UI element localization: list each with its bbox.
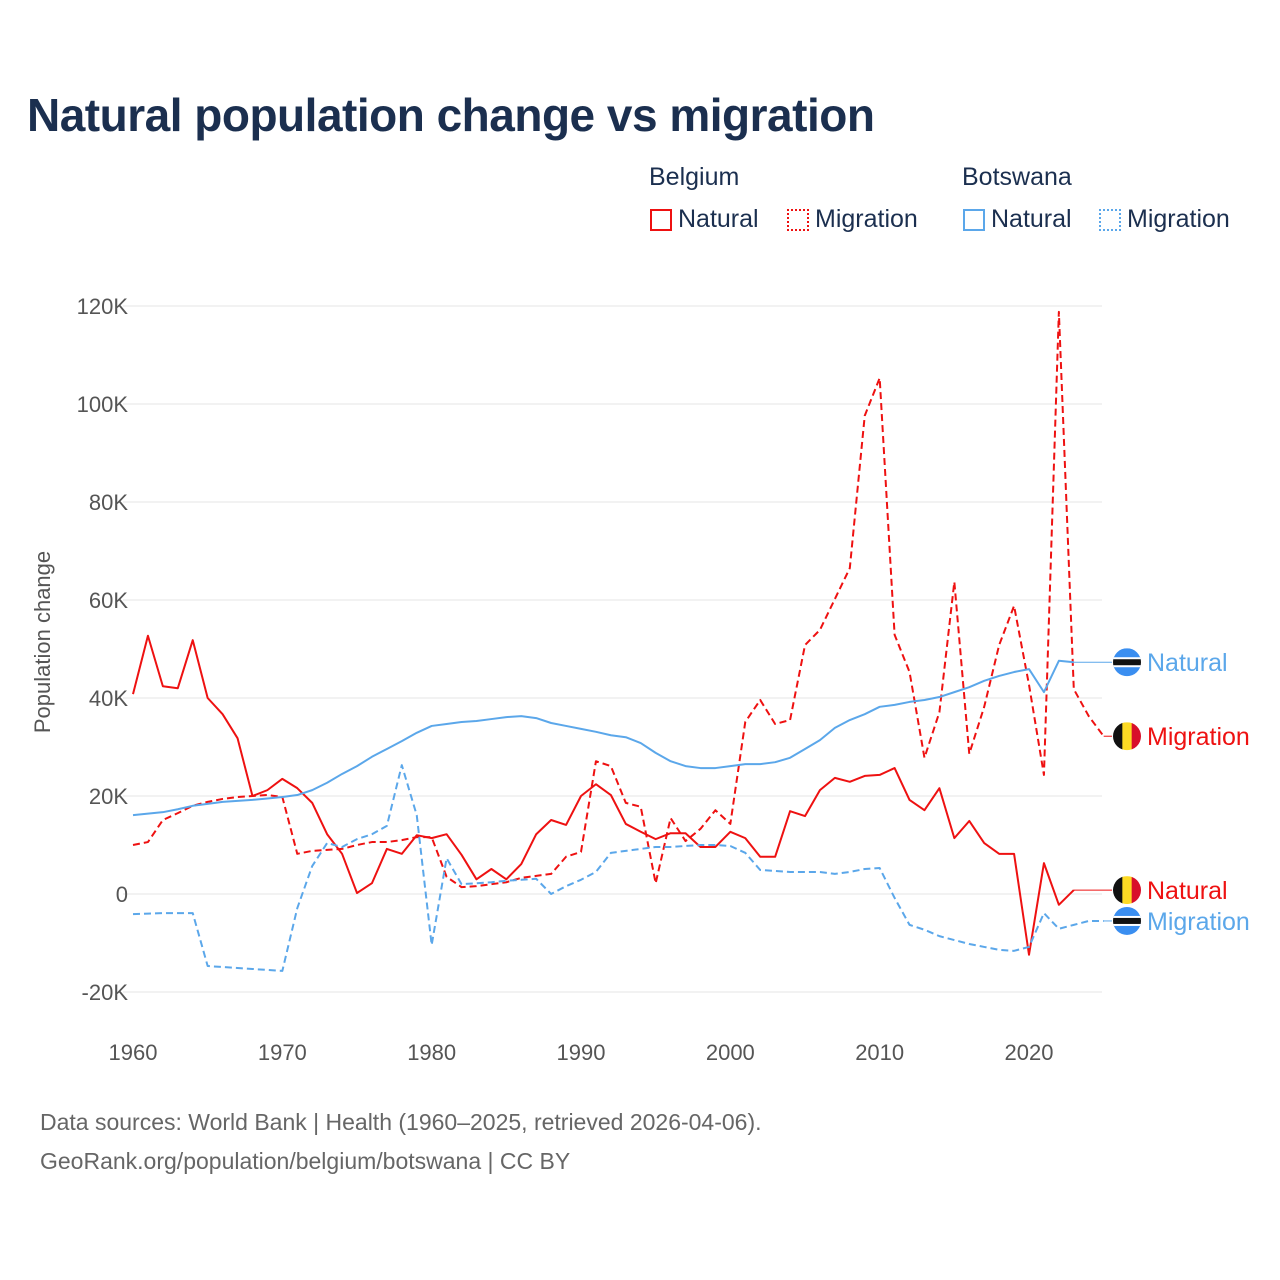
solid-line-swatch-icon: [963, 208, 985, 231]
y-tick-label: 40K: [89, 686, 128, 711]
legend-label: Natural: [678, 205, 759, 233]
y-axis-label: Population change: [30, 551, 55, 733]
solid-line-swatch-icon: [650, 208, 672, 231]
legend-botswana-migration[interactable]: Migration: [1099, 205, 1230, 234]
dashed-line-swatch-icon: [1099, 208, 1121, 231]
y-tick-label: 60K: [89, 588, 128, 613]
series-line-botswana-natural: [132, 659, 1074, 817]
series-end-label: Natural: [1147, 649, 1228, 677]
legend-label: Natural: [991, 205, 1072, 233]
series-line-belgium-migration: [132, 310, 1105, 889]
belgium-flag-icon: [1113, 876, 1141, 905]
legend-botswana-natural[interactable]: Natural: [963, 205, 1072, 234]
dashed-line-swatch-icon: [787, 208, 809, 231]
series-line-botswana-migration: [132, 764, 1104, 972]
x-tick-label: 1980: [407, 1040, 456, 1065]
series-end-label: Migration: [1147, 908, 1250, 936]
legend-label: Migration: [1127, 205, 1230, 233]
legend-group-belgium: Belgium: [649, 163, 740, 191]
chart-title: Natural population change vs migration: [27, 89, 875, 141]
series-end-label: Migration: [1147, 723, 1250, 751]
x-tick-label: 2020: [1005, 1040, 1054, 1065]
series-end-label: Natural: [1147, 877, 1228, 905]
x-tick-label: 1990: [557, 1040, 606, 1065]
legend-label: Migration: [815, 205, 918, 233]
x-tick-label: 1960: [109, 1040, 158, 1065]
y-tick-label: -20K: [82, 980, 129, 1005]
botswana-flag-icon: [1113, 648, 1141, 677]
source-line-1: Data sources: World Bank | Health (1960–…: [40, 1109, 762, 1135]
y-tick-label: 0: [116, 882, 128, 907]
series-line-belgium-natural: [132, 634, 1075, 956]
legend-belgium-natural[interactable]: Natural: [650, 205, 759, 234]
legend-group-botswana: Botswana: [962, 163, 1072, 191]
y-tick-label: 100K: [77, 392, 129, 417]
y-tick-label: 20K: [89, 784, 128, 809]
belgium-flag-icon: [1113, 722, 1141, 751]
y-tick-label: 120K: [77, 294, 129, 319]
x-tick-label: 2010: [855, 1040, 904, 1065]
source-line-2[interactable]: GeoRank.org/population/belgium/botswana …: [40, 1148, 571, 1174]
y-tick-label: 80K: [89, 490, 128, 515]
legend-belgium-migration[interactable]: Migration: [787, 205, 918, 234]
botswana-flag-icon: [1113, 906, 1141, 935]
x-tick-label: 2000: [706, 1040, 755, 1065]
x-tick-label: 1970: [258, 1040, 307, 1065]
